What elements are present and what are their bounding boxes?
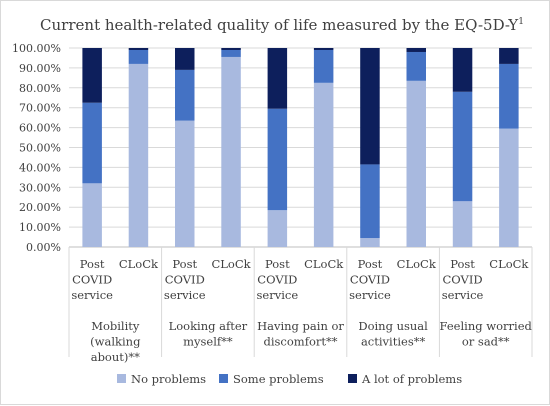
legend-label: Some problems bbox=[233, 372, 324, 386]
x-subcategory-label: CLoCk bbox=[489, 257, 529, 271]
bar-segment bbox=[221, 48, 241, 50]
y-tick-label: 70.00% bbox=[19, 102, 61, 115]
bar-segment bbox=[128, 48, 149, 50]
bar-segment bbox=[82, 183, 102, 247]
x-subcategory-label: Post COVID service bbox=[349, 257, 391, 302]
x-subcategory-label: CLoCk bbox=[304, 257, 344, 271]
x-group-label: Mobility (walking about)** bbox=[90, 319, 141, 364]
y-axis: 0.00% 10.00% 20.00% 30.00% 40.00% 50.00% 60.00… bbox=[12, 42, 61, 254]
bar-segment bbox=[221, 49, 241, 57]
x-group-label: Doing usual activities** bbox=[358, 319, 428, 349]
y-tick-label: 80.00% bbox=[19, 82, 61, 95]
y-tick-label: 30.00% bbox=[19, 181, 61, 194]
chart-title-text: Current health-related quality of life m… bbox=[40, 16, 519, 34]
x-subcategory-label: Post COVID service bbox=[257, 257, 299, 302]
bar-segment bbox=[499, 63, 519, 129]
bars bbox=[82, 48, 519, 248]
y-tick-label: 100.00% bbox=[12, 42, 61, 55]
x-subcategory-label: CLoCk bbox=[397, 257, 437, 271]
bar-segment bbox=[267, 48, 288, 109]
bar-segment bbox=[406, 51, 426, 81]
x-subcategory-label: Post COVID service bbox=[71, 257, 113, 302]
legend-swatch bbox=[117, 374, 126, 383]
bar-segment bbox=[499, 128, 519, 247]
bar-segment bbox=[452, 201, 473, 247]
x-group-label: Feeling worried or sad** bbox=[440, 319, 533, 349]
x-subcategory-label: CLoCk bbox=[211, 257, 251, 271]
legend-label: A lot of problems bbox=[361, 372, 462, 386]
bar-segment bbox=[313, 48, 334, 50]
x-group-label: Having pain or discomfort** bbox=[257, 319, 344, 349]
bar-segment bbox=[360, 48, 380, 165]
bar-segment bbox=[452, 91, 473, 202]
y-tick-label: 50.00% bbox=[19, 142, 61, 155]
bar-segment bbox=[175, 48, 195, 70]
bar-segment bbox=[82, 102, 102, 184]
y-tick-label: 90.00% bbox=[19, 62, 61, 75]
x-subcategory-label: CLoCk bbox=[119, 257, 159, 271]
bar-segment bbox=[313, 82, 334, 247]
bar-segment bbox=[128, 49, 149, 64]
y-tick-label: 20.00% bbox=[19, 201, 61, 214]
x-subcategory-label: Post COVID service bbox=[442, 257, 484, 302]
legend-swatch bbox=[219, 374, 228, 383]
x-subcategory-label: Post COVID service bbox=[164, 257, 206, 302]
bar-segment bbox=[452, 48, 473, 92]
bar-segment bbox=[82, 48, 102, 103]
y-tick-label: 60.00% bbox=[19, 122, 61, 135]
bar-segment bbox=[360, 238, 380, 247]
legend-swatch bbox=[348, 374, 357, 383]
chart-title: Current health-related quality of life m… bbox=[40, 16, 524, 34]
legend-label: No problems bbox=[131, 372, 206, 386]
bar-segment bbox=[313, 49, 334, 83]
y-tick-label: 10.00% bbox=[19, 221, 61, 234]
bar-segment bbox=[360, 164, 380, 239]
bar-segment bbox=[221, 56, 241, 247]
chart-title-superscript: 1 bbox=[518, 17, 524, 27]
bar-segment bbox=[128, 63, 149, 247]
x-axis: Post COVID service CLoCk Post COVID service CLo… bbox=[68, 247, 533, 364]
bar-segment bbox=[267, 210, 288, 247]
bar-segment bbox=[406, 48, 426, 52]
x-group-label: Looking after myself** bbox=[169, 319, 248, 349]
bar-segment bbox=[267, 108, 288, 211]
bar-segment bbox=[499, 48, 519, 64]
y-tick-label: 0.00% bbox=[26, 241, 61, 254]
bar-segment bbox=[175, 69, 195, 121]
y-tick-label: 40.00% bbox=[19, 161, 61, 174]
bar-segment bbox=[175, 120, 195, 247]
bar-segment bbox=[406, 80, 426, 248]
legend: No problems Some problems A lot of problem… bbox=[117, 372, 462, 386]
